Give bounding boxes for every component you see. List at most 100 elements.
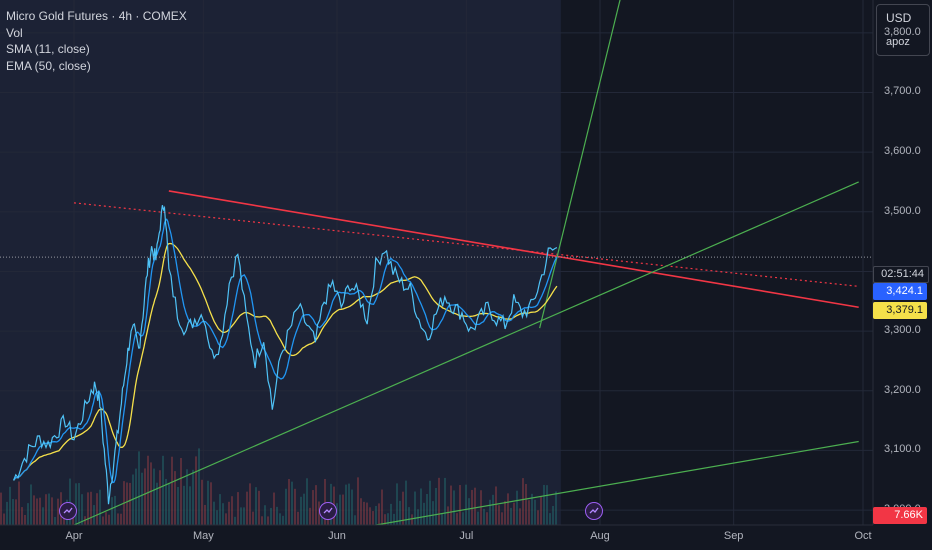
volume-bar [375, 505, 377, 525]
volume-bar [489, 499, 491, 525]
volume-bar [384, 514, 386, 525]
volume-bar [51, 497, 53, 525]
volume-bar [54, 516, 56, 525]
volume-bar [78, 483, 80, 525]
volume-bar [15, 499, 17, 525]
future-area-shade [0, 0, 561, 525]
volume-bar [363, 501, 365, 525]
volume-bar [90, 491, 92, 525]
volume-bar [249, 483, 251, 525]
volume-bar [111, 497, 113, 525]
economic-event-icon[interactable] [59, 502, 77, 520]
time-tick-label: Sep [723, 530, 744, 542]
volume-bar [117, 513, 119, 525]
volume-bar [45, 494, 47, 525]
volume-bar [462, 512, 464, 525]
legend-vol[interactable]: Vol [6, 25, 23, 40]
volume-bar [534, 499, 536, 525]
symbol-title[interactable]: Micro Gold Futures · 4h · COMEX [6, 9, 187, 23]
volume-bar [150, 462, 152, 525]
volume-bar [309, 507, 311, 525]
volume-bar [297, 511, 299, 525]
trendline-resistance-extension[interactable] [73, 202, 859, 287]
currency-unit-selector[interactable]: USD apoz [876, 4, 930, 56]
volume-bar [195, 456, 197, 525]
grid-lines [0, 0, 873, 525]
volume-bar [204, 504, 206, 525]
volume-bar [231, 496, 233, 525]
trendlines[interactable] [73, 0, 859, 526]
legend-sma[interactable]: SMA (11, close) [6, 42, 90, 56]
currency-label[interactable]: USD [886, 11, 912, 25]
volume-bar [33, 495, 35, 525]
volume-bar [390, 503, 392, 525]
time-tick-label: May [192, 530, 214, 542]
volume-bar [420, 488, 422, 525]
trendline-support-steep[interactable] [539, 0, 626, 329]
volume-bar [396, 483, 398, 525]
volume-bar [141, 472, 143, 525]
volume-bar [12, 499, 14, 525]
volume-bar [549, 513, 551, 525]
sma-line [13, 218, 558, 484]
volume-bar [429, 480, 431, 525]
trendline-support-main[interactable] [73, 181, 859, 526]
volume-bar [30, 484, 32, 525]
volume-bar [525, 483, 527, 525]
price-tick-label: 3,200.0 [884, 383, 921, 396]
close-price-tag: 3,424.1 [873, 283, 927, 300]
volume-bar [336, 503, 338, 525]
trendline-support-lower[interactable] [375, 440, 859, 526]
volume-bar [438, 477, 440, 525]
volume-bar [177, 486, 179, 525]
trendline-resistance[interactable] [168, 190, 859, 309]
volume-bar [99, 489, 101, 525]
volume-bar [507, 493, 509, 525]
volume-bar [42, 507, 44, 525]
economic-event-icon[interactable] [585, 502, 603, 520]
volume-bar [93, 505, 95, 525]
volume-bar [171, 456, 173, 525]
price-tick-label: 3,800.0 [884, 25, 921, 38]
volume-bar [405, 480, 407, 525]
volume-bar [252, 511, 254, 525]
volume-bar [219, 494, 221, 525]
volume-bar [147, 455, 149, 525]
volume-bar [243, 507, 245, 525]
volume-bar [105, 512, 107, 525]
volume-bar [156, 482, 158, 525]
volume-bar [279, 513, 281, 525]
volume-bar [360, 498, 362, 525]
volume-bar [114, 495, 116, 525]
volume-bar [465, 484, 467, 525]
volume-bar [186, 469, 188, 525]
volume-bar [225, 513, 227, 525]
volume-bar [411, 514, 413, 525]
volume-bar [432, 501, 434, 525]
volume-bar [291, 481, 293, 525]
volume-bar [273, 492, 275, 525]
volume-bar [264, 505, 266, 525]
volume-bar [198, 448, 200, 525]
economic-event-icon[interactable] [319, 502, 337, 520]
volume-bar [75, 483, 77, 525]
volume-bar [276, 506, 278, 525]
volume-bar [369, 507, 371, 525]
chart-legend: Micro Gold Futures · 4h · COMEX Vol SMA … [6, 8, 187, 74]
volume-bar [504, 501, 506, 525]
volume-bar [459, 485, 461, 525]
time-tick-label: Jun [328, 530, 346, 542]
volume-bar [423, 502, 425, 525]
volume-bar [228, 501, 230, 525]
volume-bar [513, 502, 515, 525]
volume-bar [288, 479, 290, 525]
volume-bar [237, 492, 239, 525]
volume-bar [261, 516, 263, 525]
volume-bar [552, 505, 554, 525]
volume-bar [300, 496, 302, 525]
volume-bar [168, 482, 170, 525]
legend-ema[interactable]: EMA (50, close) [6, 58, 91, 73]
volume-bar [492, 494, 494, 525]
time-tick-label: Jul [459, 530, 474, 542]
